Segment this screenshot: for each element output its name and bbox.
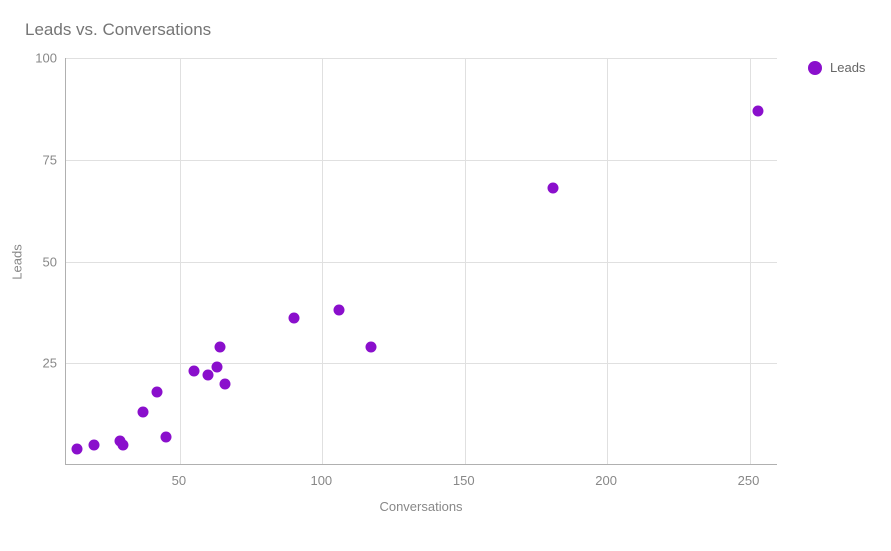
scatter-point[interactable] bbox=[334, 305, 345, 316]
scatter-point[interactable] bbox=[203, 370, 214, 381]
y-axis-label: Leads bbox=[10, 244, 25, 279]
plot-area bbox=[65, 58, 777, 465]
x-axis-label: Conversations bbox=[379, 499, 462, 514]
scatter-point[interactable] bbox=[365, 341, 376, 352]
legend-dot-icon bbox=[808, 61, 822, 75]
x-tick-label: 100 bbox=[310, 473, 332, 488]
scatter-point[interactable] bbox=[117, 439, 128, 450]
scatter-point[interactable] bbox=[548, 183, 559, 194]
legend: Leads bbox=[808, 60, 865, 75]
y-tick-label: 50 bbox=[29, 254, 57, 269]
scatter-point[interactable] bbox=[211, 362, 222, 373]
scatter-point[interactable] bbox=[72, 443, 83, 454]
chart-title: Leads vs. Conversations bbox=[25, 20, 211, 40]
chart-container: Leads vs. Conversations Leads Conversati… bbox=[0, 0, 891, 551]
gridline-horizontal bbox=[66, 363, 777, 364]
gridline-horizontal bbox=[66, 262, 777, 263]
legend-label: Leads bbox=[830, 60, 865, 75]
scatter-point[interactable] bbox=[137, 407, 148, 418]
y-tick-label: 100 bbox=[29, 51, 57, 66]
scatter-point[interactable] bbox=[160, 431, 171, 442]
scatter-point[interactable] bbox=[152, 386, 163, 397]
x-tick-label: 150 bbox=[453, 473, 475, 488]
gridline-horizontal bbox=[66, 58, 777, 59]
x-tick-label: 50 bbox=[172, 473, 186, 488]
x-tick-label: 200 bbox=[595, 473, 617, 488]
gridline-horizontal bbox=[66, 160, 777, 161]
scatter-point[interactable] bbox=[189, 366, 200, 377]
y-tick-label: 75 bbox=[29, 152, 57, 167]
scatter-point[interactable] bbox=[753, 105, 764, 116]
y-tick-label: 25 bbox=[29, 356, 57, 371]
x-tick-label: 250 bbox=[738, 473, 760, 488]
scatter-point[interactable] bbox=[220, 378, 231, 389]
scatter-point[interactable] bbox=[89, 439, 100, 450]
scatter-point[interactable] bbox=[214, 341, 225, 352]
scatter-point[interactable] bbox=[288, 313, 299, 324]
